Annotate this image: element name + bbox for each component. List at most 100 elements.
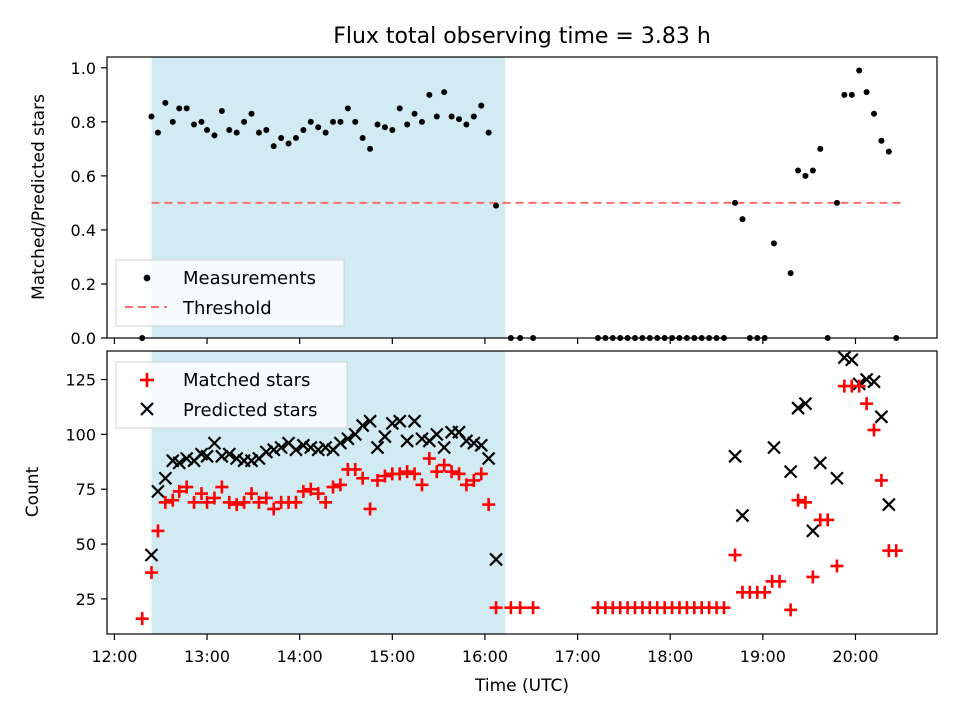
top-legend-box	[115, 259, 345, 327]
y-tick-label: 25	[76, 590, 96, 609]
predicted-star-point	[437, 440, 451, 455]
matched-star-point	[852, 379, 866, 393]
measurement-point	[307, 118, 314, 125]
predicted-star-point	[207, 436, 222, 450]
legend-measurements-marker	[143, 274, 151, 282]
chart-title: Flux total observing time = 3.83 h	[333, 24, 711, 49]
y-tick-label: 0.2	[71, 275, 96, 294]
matched-star-point	[180, 480, 194, 494]
predicted-star-point	[311, 442, 325, 457]
measurement-point	[770, 240, 777, 247]
measurement-point	[330, 118, 337, 125]
predicted-star-point	[341, 431, 355, 446]
y-tick-label: 0.8	[71, 113, 96, 132]
matched-star-point	[304, 482, 318, 496]
measurement-point	[270, 143, 277, 150]
measurement-point	[739, 216, 746, 223]
measurement-point	[470, 113, 477, 120]
predicted-star-point	[481, 451, 496, 466]
bottom-panel: 25 50 75 100 125 Count Matched stars Predict…	[23, 350, 938, 640]
measurement-point	[278, 135, 285, 142]
predicted-star-point	[837, 350, 852, 365]
measurement-point	[374, 121, 381, 128]
predicted-star-point	[289, 442, 303, 457]
matched-star-point	[326, 480, 340, 494]
matched-star-point	[144, 566, 158, 580]
matched-star-point	[370, 473, 384, 487]
predicted-star-point	[392, 414, 407, 428]
measurement-point	[381, 124, 388, 131]
matched-star-point	[408, 467, 422, 481]
x-tick-label: 12:00	[91, 647, 137, 666]
legend-threshold-label: Threshold	[182, 298, 272, 319]
predicted-star-point	[882, 497, 896, 512]
predicted-star-point	[767, 440, 781, 455]
legend-predicted-stars-marker	[140, 402, 154, 416]
measurement-point	[248, 110, 255, 117]
predicted-star-point	[415, 431, 429, 446]
measurement-point	[344, 105, 351, 112]
predicted-star-point	[151, 484, 165, 499]
legend-matched-stars-label: Matched stars	[183, 370, 310, 391]
top-plot-frame	[106, 56, 938, 339]
matched-star-point	[452, 467, 466, 481]
measurement-point	[233, 129, 240, 136]
predicted-star-point	[728, 449, 742, 464]
y-tick-label: 100	[65, 425, 96, 444]
matched-star-point	[222, 495, 236, 509]
matched-star-point	[400, 465, 414, 479]
top-y-axis-label: Matched/Predicted stars	[29, 94, 49, 300]
predicted-star-point	[385, 416, 400, 431]
measurement-point	[300, 126, 307, 133]
matched-star-point	[194, 487, 208, 501]
predicted-star-point	[333, 436, 348, 450]
predicted-star-point	[474, 438, 489, 453]
predicted-star-point	[798, 396, 813, 411]
measurement-point	[191, 121, 198, 128]
predicted-star-point	[179, 451, 194, 466]
matched-star-point	[513, 601, 527, 615]
matched-star-point	[172, 484, 186, 498]
predicted-star-point	[172, 456, 187, 470]
predicted-star-point	[200, 449, 214, 464]
predicted-star-point	[874, 410, 889, 424]
measurement-point	[211, 132, 218, 139]
measurement-point	[162, 99, 169, 106]
measurement-point	[787, 270, 794, 277]
measurement-point	[433, 113, 440, 120]
matched-star-point	[333, 478, 347, 492]
predicted-star-point	[407, 414, 422, 428]
measurement-point	[389, 126, 396, 133]
predicted-star-point	[844, 352, 859, 367]
y-tick-label: 50	[76, 535, 96, 554]
measurement-point	[418, 118, 425, 125]
measurement-point	[204, 126, 211, 133]
matched-star-point	[319, 495, 333, 509]
measurement-point	[863, 89, 870, 96]
matched-star-point	[728, 548, 742, 562]
y-tick-label: 1.0	[71, 59, 96, 78]
matched-star-point	[526, 601, 540, 615]
legend-predicted-stars-label: Predicted stars	[183, 400, 317, 421]
matched-star-point	[348, 462, 362, 476]
matched-star-point	[245, 487, 259, 501]
measurement-point	[841, 91, 848, 98]
matched-star-point	[415, 478, 429, 492]
matched-star-point	[200, 495, 214, 509]
measurement-point	[359, 135, 366, 142]
predicted-star-point	[429, 427, 444, 442]
matched-star-point	[467, 473, 481, 487]
measurement-point	[241, 118, 248, 125]
matched-star-point	[215, 480, 229, 494]
top-panel: 0.0 0.2 0.4 0.6 0.8 1.0 Matched/Predicted sta…	[29, 56, 938, 348]
predicted-star-point	[229, 451, 244, 466]
measurement-point	[493, 202, 500, 209]
predicted-star-point	[378, 429, 392, 444]
measurement-point	[795, 167, 802, 174]
predicted-star-point	[222, 447, 237, 461]
predicted-star-point	[813, 456, 828, 470]
measurement-point	[285, 140, 292, 147]
y-tick-label: 0.6	[71, 167, 96, 186]
bottom-legend: Matched stars Predicted stars	[115, 361, 348, 429]
